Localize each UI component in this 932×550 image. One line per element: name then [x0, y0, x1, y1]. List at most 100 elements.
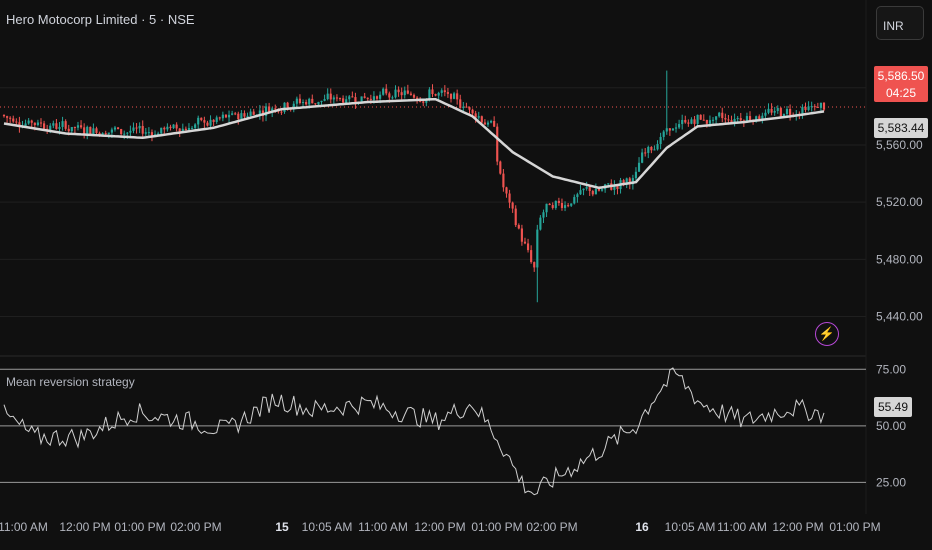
moving-average — [3, 97, 825, 190]
time-tick-label: 11:00 AM — [717, 520, 767, 534]
candle-body — [816, 106, 819, 108]
candle-body — [637, 162, 641, 172]
candle-body — [394, 89, 397, 98]
candle-body — [412, 94, 416, 98]
candle-body — [563, 205, 567, 208]
candle-body — [560, 202, 564, 208]
candle-body — [388, 93, 391, 98]
candle-body — [489, 121, 493, 123]
currency-button[interactable]: INR — [876, 6, 924, 40]
candle-body — [104, 133, 107, 135]
candle-body — [579, 190, 582, 195]
candle-body — [721, 112, 724, 119]
candle-body — [548, 203, 551, 206]
candle-body — [810, 106, 813, 108]
candle-body — [320, 100, 323, 102]
candle-body — [129, 130, 132, 133]
time-tick-label: 01:00 PM — [471, 520, 522, 534]
candle-body — [702, 119, 705, 121]
candle-body — [369, 98, 372, 100]
candle-body — [49, 125, 52, 131]
candle-body — [520, 228, 523, 242]
candle-body — [264, 106, 268, 116]
candle-body — [585, 187, 588, 189]
candle-body — [301, 102, 305, 104]
candle-body — [517, 225, 520, 229]
candle-body — [708, 120, 712, 124]
time-tick-label: 02:00 PM — [526, 520, 577, 534]
time-tick-label: 12:00 PM — [59, 520, 110, 534]
candle-body — [650, 146, 653, 151]
candle-body — [141, 125, 144, 134]
candle-body — [237, 113, 240, 120]
indicator-value-label: 55.49 — [874, 397, 912, 417]
candle-body — [24, 123, 27, 127]
time-tick-label: 12:00 PM — [414, 520, 465, 534]
candle-body — [58, 126, 61, 129]
candle-body — [73, 127, 76, 129]
candle-body — [567, 205, 570, 207]
candle-body — [804, 106, 807, 110]
candle-body — [345, 99, 348, 103]
candle-body — [240, 113, 243, 120]
candle-body — [150, 132, 154, 136]
candle-body — [360, 96, 363, 103]
candle-body — [715, 116, 718, 120]
candle-body — [687, 122, 690, 124]
candle-body — [419, 100, 422, 102]
candle-body — [391, 97, 394, 99]
candle-body — [591, 190, 594, 195]
indicator-title[interactable]: Mean reversion strategy — [6, 375, 135, 389]
candle-body — [690, 119, 693, 124]
lightning-icon[interactable]: ⚡ — [815, 322, 839, 346]
candle-body — [724, 118, 727, 120]
candle-body — [252, 111, 255, 115]
candle-body — [446, 92, 449, 94]
candle-body — [120, 129, 123, 134]
candle-body — [116, 127, 120, 130]
candle-body — [693, 119, 696, 124]
candle-body — [67, 128, 70, 132]
chart-title: Hero Motocorp Limited · 5 · NSE — [6, 12, 195, 27]
time-tick-label: 01:00 PM — [114, 520, 165, 534]
candle-body — [782, 114, 786, 117]
candle-body — [523, 241, 527, 244]
candle-body — [231, 113, 234, 115]
candle-body — [755, 116, 758, 122]
candle-body — [437, 92, 440, 96]
candle-body — [557, 200, 560, 203]
candle-body — [295, 98, 298, 104]
candle-body — [607, 183, 610, 185]
candle-body — [422, 101, 425, 103]
candle-body — [822, 102, 826, 110]
candle-body — [258, 110, 261, 115]
candle-body — [147, 132, 150, 134]
candle-body — [406, 90, 409, 94]
candle-body — [739, 118, 742, 121]
candle-body — [64, 121, 67, 129]
candle-body — [89, 126, 92, 135]
candle-body — [298, 98, 302, 104]
time-tick-label: 15 — [275, 520, 289, 534]
candle-body — [200, 117, 203, 121]
candle-body — [126, 132, 129, 134]
candle-body — [206, 122, 209, 126]
candle-body — [157, 133, 160, 135]
candle-body — [212, 119, 215, 122]
candle-body — [462, 106, 465, 108]
candle-body — [52, 123, 55, 126]
candle-body — [363, 96, 366, 98]
price-axis[interactable]: 5,600.005,560.005,520.005,480.005,440.00… — [876, 81, 923, 490]
candle-body — [582, 188, 585, 191]
candle-body — [348, 96, 351, 100]
candle-body — [234, 113, 237, 115]
candle-body — [647, 146, 650, 153]
candle-body — [110, 129, 113, 133]
candle-body — [613, 185, 616, 190]
candle-body — [684, 119, 687, 123]
time-tick-label: 01:00 PM — [829, 520, 880, 534]
candle-body — [459, 99, 462, 108]
candle-body — [163, 127, 166, 130]
time-axis[interactable]: 11:00 AM 12:00 PM 01:00 PM 02:00 PM 15 10:05 … — [0, 520, 881, 534]
